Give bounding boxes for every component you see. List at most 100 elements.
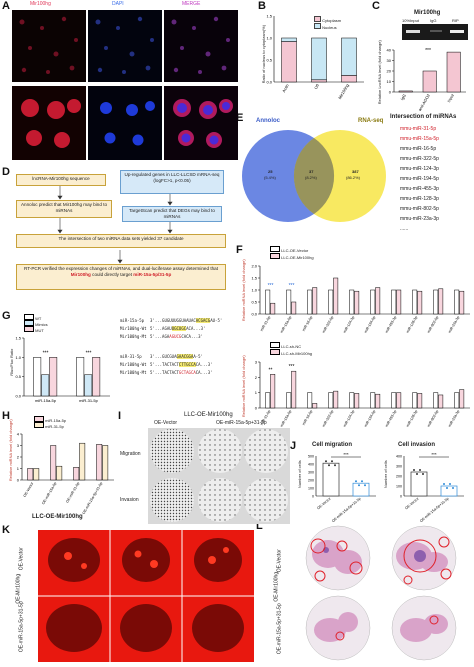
- y-tick-label: 0.0: [251, 312, 257, 317]
- x-tick-label: miR-31-5p: [260, 410, 272, 427]
- flow-box-upregulated: Up-regulated genes in LLC-LLCSD mRNA-seq…: [120, 170, 224, 194]
- x-tick-label: miR-128-3p: [406, 316, 419, 334]
- x-tick-label: miR-194-5p: [364, 316, 377, 334]
- g-legend-wt-text: WT: [35, 316, 42, 321]
- data-point: [361, 480, 363, 483]
- y-tick-label: 10: [387, 79, 392, 84]
- sequence-row: Mir100hg-Mt 5'...AGAAGUCGCACA...3': [120, 334, 238, 340]
- bar: [459, 290, 465, 315]
- x-tick-label: U6: [313, 82, 320, 90]
- lung-fluorescence-images: [38, 530, 254, 662]
- venn-right-pct: (86.2%): [346, 175, 361, 180]
- bar: [92, 357, 101, 397]
- panel-label-a: A: [2, 0, 10, 12]
- sequence-row: Mir100hg-Wt 5'...TACTACTCTTGCCACA...3': [120, 362, 238, 368]
- sequence-fragment: AGUCG: [169, 334, 182, 339]
- panel-label-e: E: [236, 112, 244, 124]
- bar: [73, 467, 80, 481]
- bar: [391, 289, 397, 315]
- bar: [307, 289, 313, 315]
- bar: [270, 374, 276, 409]
- y-tick-label: 30: [387, 58, 392, 63]
- y-tick-label: 100: [396, 485, 402, 489]
- x-tick-label: miR-16-5p: [302, 410, 314, 427]
- bar: [27, 468, 34, 481]
- bar: [438, 394, 444, 409]
- data-point: [449, 483, 451, 485]
- y-tick-label: 1.5: [15, 336, 21, 341]
- bar: [102, 445, 109, 481]
- y-tick-label: 1.0: [15, 355, 21, 360]
- significance-mark: ***: [289, 283, 295, 289]
- y-tick-label: 200: [308, 479, 314, 483]
- panel-e: Annoloc RNA-seq 25 (5.4%) 37 (8.2%) 387 …: [240, 114, 472, 242]
- bar: [459, 389, 465, 409]
- flow-rtpcr-target: miR-15a-5p/31-5p: [133, 271, 172, 277]
- c-title: Mir100hg: [414, 10, 441, 16]
- bar: [96, 444, 103, 481]
- y-tick-label: 500: [308, 455, 314, 459]
- bar: [322, 462, 340, 497]
- flow-rtpcr-gene: Mir100hg: [70, 271, 91, 277]
- sequence-row: Mir100hg-Mt 5'...TACTACTGCTAGCACA...3': [120, 370, 238, 376]
- y-tick-label: 2: [17, 455, 20, 460]
- venn-diagram: [242, 130, 386, 222]
- i-col-vector: OE-Vector: [154, 420, 178, 426]
- bar: [33, 357, 42, 397]
- sequence-fragment: CA...3': [195, 370, 213, 375]
- y-tick-label: 400: [308, 463, 314, 467]
- y-tick-label: 400: [396, 455, 402, 459]
- x-tick-label: miR-16-5p: [302, 316, 314, 333]
- sequence-row: miR-15a-5p 3'...GUGUUUGGUAAUACACGACGAU-5': [120, 318, 238, 324]
- mir100hg-channel-label: Mir100hg: [30, 1, 51, 7]
- bar: [328, 289, 334, 315]
- significance-mark: ***: [431, 452, 437, 457]
- x-tick-label: miR-322-5p: [322, 316, 335, 334]
- venn-left-pct: (5.4%): [264, 175, 276, 180]
- sequence-fragment: AU-5': [210, 318, 223, 323]
- sequence-row: Mir100hg-Wt 5'...AGAUUGCUGCACA...3': [120, 326, 238, 332]
- bar: [270, 302, 276, 315]
- bar: [396, 289, 402, 315]
- flow-rtpcr-text: RT-PCR verified the expression changes o…: [24, 266, 218, 271]
- c-gel-band-input: [406, 30, 420, 33]
- sequence-fragment: AGAU: [162, 326, 172, 331]
- sequence-fragment: GUGUUUGGUAAUAC: [162, 318, 196, 323]
- data-point: [358, 484, 360, 487]
- g-legend-wt: WT: [24, 314, 41, 321]
- h-legend-15a: miR-15a-5p: [34, 416, 66, 423]
- x-tick-label: miR-124-3p: [343, 410, 356, 428]
- panel-j: Cell migration Cell invasion Number of c…: [294, 442, 474, 522]
- x-tick-label: miR-455-3p: [385, 316, 398, 334]
- y-tick-label: 1: [255, 390, 258, 395]
- y-tick-label: 1.0: [266, 36, 272, 41]
- bar: [412, 392, 418, 409]
- bar: [84, 374, 93, 397]
- panel-k: OE-Mir100hg OE-Vector OE-miR-15a-5p+31-5…: [4, 526, 256, 664]
- bar: [433, 392, 439, 409]
- l-row-vector: OE-Vector: [276, 549, 283, 573]
- venn-rnaseq-label: RNA-seq: [358, 118, 384, 124]
- y-tick-label: 0: [17, 478, 20, 483]
- x-tick-label: OE-miR-15a-5p+31-5p: [82, 482, 104, 515]
- bar: [375, 287, 381, 315]
- bar: [410, 471, 428, 497]
- panel-i: LLC-OE-Mir100hg OE-Vector OE-miR-15a-5p+…: [120, 412, 290, 524]
- significance-mark: ***: [343, 452, 349, 457]
- merge-channel-label: MERGE: [182, 1, 201, 7]
- bar: [454, 289, 460, 315]
- j-title-migration: Cell migration: [312, 442, 353, 448]
- bar: [312, 287, 318, 315]
- x-tick-label: miR-322-5p: [322, 410, 335, 428]
- mirna-list-item: mmu-miR-23a-3p: [400, 216, 439, 222]
- c-significance: ***: [425, 48, 431, 54]
- y-tick-label: 3: [255, 360, 258, 365]
- bar: [76, 357, 85, 397]
- f-legend-top-0: LLC-OE-Vector: [270, 246, 308, 253]
- panel-f: LLC-OE-Vector LLC-OE-Mir100hg Relative m…: [238, 244, 474, 434]
- sequence-fragment: GAACGGA: [176, 354, 194, 359]
- bar: [56, 465, 63, 481]
- bar: [370, 392, 376, 409]
- venn-left-n: 25: [268, 169, 273, 174]
- y-tick-label: 40: [387, 48, 392, 53]
